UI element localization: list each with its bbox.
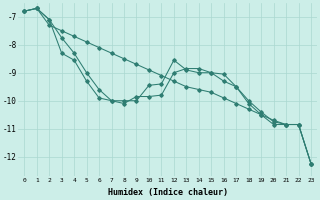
X-axis label: Humidex (Indice chaleur): Humidex (Indice chaleur) [108,188,228,197]
